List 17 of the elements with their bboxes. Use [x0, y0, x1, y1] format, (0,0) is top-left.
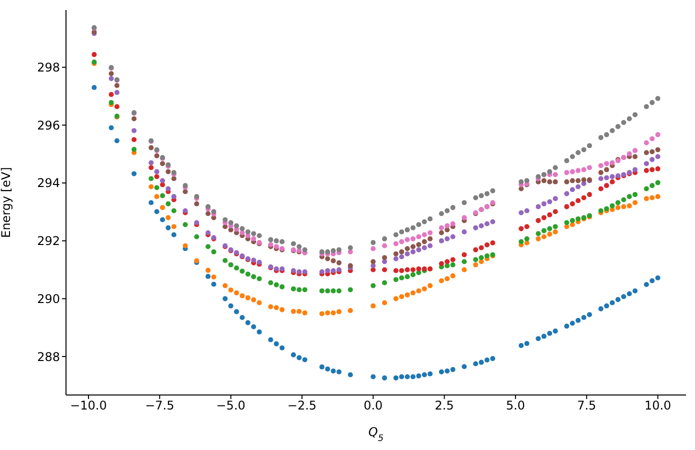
y-tick-label: 294	[37, 176, 60, 190]
x-tick-label: −5.0	[216, 398, 246, 413]
x-tick-label: −2.5	[287, 398, 317, 413]
y-tick-label: 288	[37, 350, 60, 364]
x-tick-label: 0.0	[364, 398, 383, 413]
y-tick-label: 292	[37, 234, 60, 248]
x-tick-label: 5.0	[506, 398, 526, 413]
y-tick-label: 298	[37, 60, 60, 75]
x-tick-label: −10.0	[70, 398, 107, 413]
x-tick-label: 7.5	[577, 398, 596, 413]
y-tick-label: 290	[37, 292, 60, 306]
x-tick-label: −7.5	[145, 398, 174, 413]
y-axis-title: Energy [eV]	[0, 167, 13, 238]
x-tick-label: 2.5	[434, 398, 454, 413]
x-tick-label: 10.0	[644, 398, 672, 413]
x-axis-title: Q$_{5}$	[368, 425, 384, 444]
y-tick-label: 296	[37, 118, 60, 132]
